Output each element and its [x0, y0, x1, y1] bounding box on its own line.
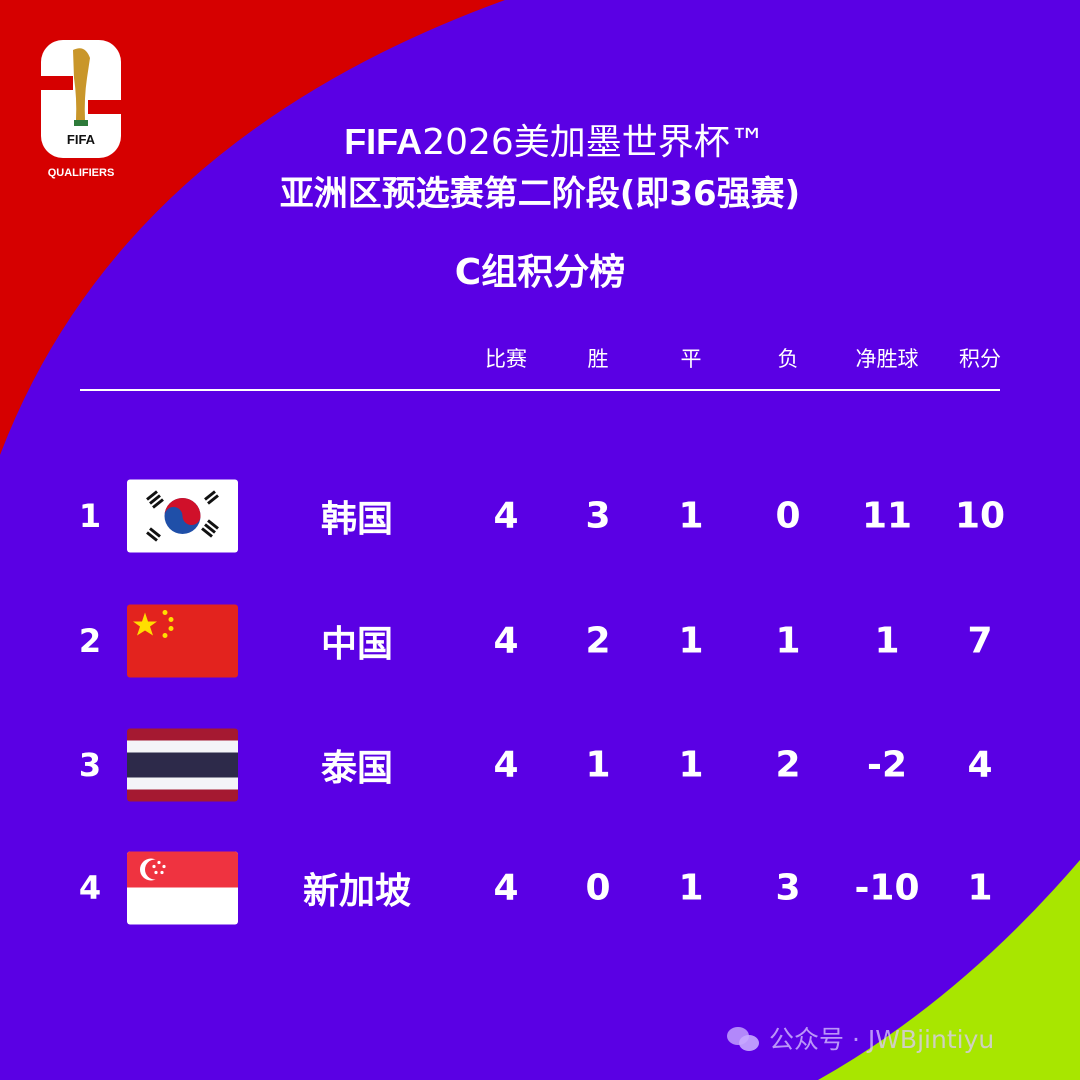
column-header: 积分: [959, 347, 1001, 371]
china-flag-icon: [127, 604, 238, 678]
watermark: 公众号 · JWBjintiyu: [727, 1020, 994, 1056]
green-corner: [818, 860, 1080, 1080]
rank: 4: [78, 869, 102, 907]
rank: 1: [78, 497, 102, 535]
stat-cell: 0: [775, 495, 801, 537]
thailand-flag-icon: [127, 728, 238, 802]
header-divider: [80, 389, 1000, 391]
singapore-flag-icon: [127, 851, 238, 925]
red-corner: [0, 0, 505, 455]
rank: 3: [78, 746, 102, 784]
stat-cell: 11: [861, 495, 913, 537]
stat-cell: 1: [874, 620, 900, 662]
stat-cell: 10: [954, 495, 1006, 537]
stat-cell: -2: [867, 744, 907, 786]
stat-cell: 4: [493, 744, 519, 786]
stat-cell: 1: [775, 620, 801, 662]
page-title-line2: 亚洲区预选赛第二阶段(即36强赛): [279, 174, 801, 214]
watermark-text: 公众号 · JWBjintiyu: [769, 1025, 995, 1054]
stat-cell: 0: [585, 867, 611, 909]
stat-cell: 4: [967, 744, 993, 786]
stat-cell: 3: [585, 495, 611, 537]
column-header: 胜: [587, 347, 609, 371]
svg-text:FIFA: FIFA: [67, 132, 96, 147]
stat-cell: 1: [678, 495, 704, 537]
stat-cell: 2: [585, 620, 611, 662]
team-name: 中国: [320, 624, 394, 665]
title-brand: FIFA: [344, 121, 423, 162]
title-rest: 2026美加墨世界杯™: [422, 122, 766, 163]
south-korea-flag-icon: [127, 479, 238, 553]
stat-cell: 1: [678, 744, 704, 786]
stat-cell: 4: [493, 495, 519, 537]
stat-cell: 1: [585, 744, 611, 786]
group-standings-title: C组积分榜: [454, 252, 626, 293]
stat-cell: 1: [678, 867, 704, 909]
team-name: 新加坡: [302, 871, 412, 912]
stat-cell: 4: [493, 620, 519, 662]
stat-cell: 1: [967, 867, 993, 909]
fifa-qualifiers-logo: FIFA QUALIFIERS: [40, 38, 124, 183]
stat-cell: 3: [775, 867, 801, 909]
stat-cell: -10: [854, 867, 920, 909]
page-title: FIFA2026美加墨世界杯™: [0, 113, 1080, 165]
column-header: 净胜球: [855, 347, 919, 371]
column-header: 平: [680, 347, 702, 371]
column-header: 负: [777, 347, 799, 371]
rank: 2: [78, 622, 102, 660]
svg-text:QUALIFIERS: QUALIFIERS: [48, 167, 115, 179]
stat-cell: 4: [493, 867, 519, 909]
team-name: 泰国: [320, 748, 394, 789]
team-name: 韩国: [320, 499, 394, 540]
stat-cell: 7: [967, 620, 993, 662]
wechat-icon: [727, 1027, 761, 1053]
column-header: 比赛: [485, 347, 527, 371]
stat-cell: 2: [775, 744, 801, 786]
stat-cell: 1: [678, 620, 704, 662]
